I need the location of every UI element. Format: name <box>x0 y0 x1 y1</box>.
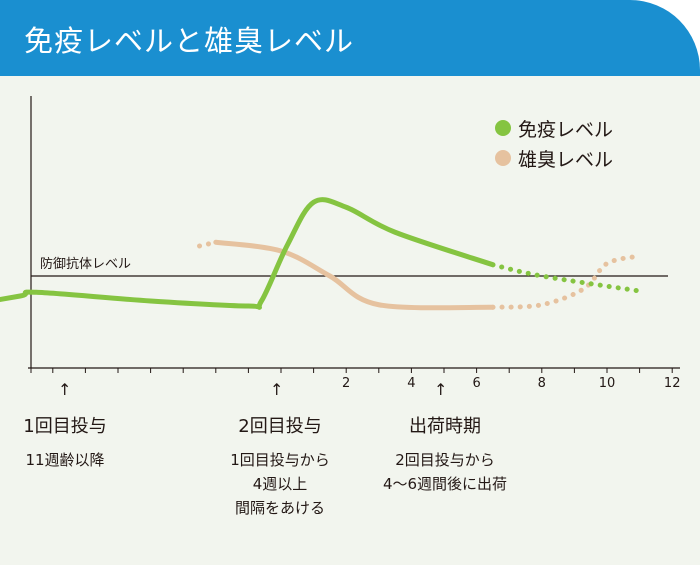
legend-label-odor: 雄臭レベル <box>518 149 613 171</box>
header-bar: 免疫レベルと雄臭レベル <box>0 0 700 76</box>
x-ticks: 2 4 6 8 10 12 <box>30 368 681 391</box>
page-title: 免疫レベルと雄臭レベル <box>24 24 355 58</box>
chart-axes: 防御抗体レベル <box>28 96 680 369</box>
odor-line <box>213 239 496 311</box>
immune-line <box>0 197 496 310</box>
x-tick-label: 4 <box>407 376 415 391</box>
annotation-shipping-title: 出荷時期 <box>409 416 481 437</box>
threshold-label: 防御抗体レベル <box>40 256 131 272</box>
annotation-first-dose: 1回目投与 11週齢以降 <box>0 412 130 472</box>
annotation-second-dose-line: 間隔をあける <box>234 499 325 517</box>
annotation-shipping-line: 2回目投与から <box>395 451 495 469</box>
legend: 免疫レベル 雄臭レベル <box>495 119 613 171</box>
x-tick-label: 2 <box>342 376 350 391</box>
legend-label-immune: 免疫レベル <box>518 119 613 141</box>
annotation-second-dose: 2回目投与 1回目投与から 4週以上 間隔をあける <box>210 412 350 520</box>
annotation-second-dose-line: 1回目投与から <box>230 451 330 469</box>
annotation-first-dose-line: 11週齢以降 <box>25 451 105 469</box>
annotation-second-dose-title: 2回目投与 <box>238 416 322 437</box>
immune-line-dotted <box>490 262 643 294</box>
annotation-shipping-line: 4～6週間後に出荷 <box>382 475 508 493</box>
arrow-first-dose: ↑ <box>58 380 72 399</box>
legend-marker-immune <box>495 120 511 136</box>
series-group <box>0 197 643 311</box>
chart: 防御抗体レベル 2 4 6 8 10 12 免疫レベル 雄臭レベル <box>0 96 681 391</box>
arrow-shipping: ↑ <box>434 380 448 399</box>
x-tick-label: 10 <box>599 376 616 391</box>
legend-marker-odor <box>495 150 511 166</box>
arrow-second-dose: ↑ <box>270 380 284 399</box>
chart-panel: 防御抗体レベル 2 4 6 8 10 12 免疫レベル 雄臭レベル ↑ ↑ ↑ 1回目投与… <box>0 76 700 565</box>
odor-line-dotted-end <box>490 253 643 310</box>
x-tick-label: 12 <box>664 376 681 391</box>
annotation-shipping: 出荷時期 2回目投与から 4～6週間後に出荷 <box>360 412 530 496</box>
x-tick-label: 8 <box>538 376 546 391</box>
x-tick-label: 6 <box>472 376 480 391</box>
annotation-second-dose-line: 4週以上 <box>252 475 308 493</box>
annotation-first-dose-title: 1回目投与 <box>23 416 107 437</box>
odor-line-dotted-start <box>197 239 219 249</box>
